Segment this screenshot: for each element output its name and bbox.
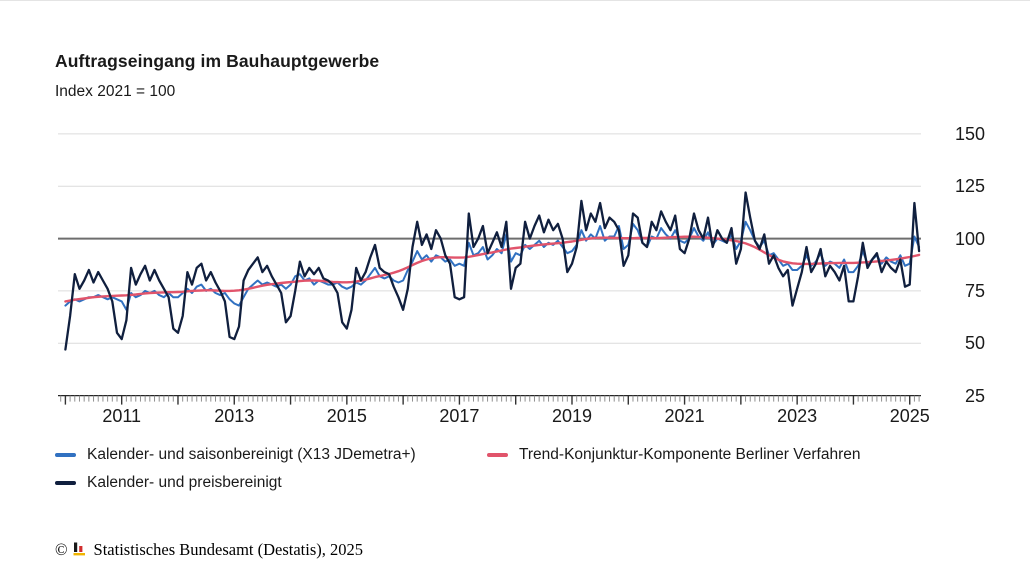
legend-item-saisonbereinigt[interactable]: Kalender- und saisonbereinigt (X13 JDeme…: [55, 446, 416, 464]
y-axis-label: 50: [964, 333, 985, 354]
legend-label: Kalender- und saisonbereinigt (X13 JDeme…: [87, 446, 416, 463]
y-axis-label: 25: [964, 385, 985, 406]
legend-label: Kalender- und preisbereinigt: [87, 474, 282, 491]
y-axis-label: 100: [954, 228, 985, 249]
legend-swatch-navy-icon: [55, 481, 76, 485]
legend-swatch-blue-icon: [55, 453, 76, 457]
x-axis-label: 2025: [889, 406, 930, 426]
y-axis-label: 125: [954, 176, 985, 197]
legend-item-trend[interactable]: Trend-Konjunktur-Komponente Berliner Ver…: [487, 446, 860, 464]
y-axis-label: 150: [954, 123, 985, 144]
legend: Kalender- und saisonbereinigt (X13 JDeme…: [55, 446, 955, 498]
destatis-logo-icon: [73, 541, 88, 561]
legend-item-preisbereinigt[interactable]: Kalender- und preisbereinigt: [55, 474, 282, 492]
y-axis-label: 75: [964, 280, 985, 301]
legend-swatch-red-icon: [487, 453, 508, 457]
series-line-1: [64, 235, 921, 303]
series-line-2: [64, 191, 921, 351]
legend-label: Trend-Konjunktur-Komponente Berliner Ver…: [519, 446, 861, 463]
copyright-symbol: ©: [55, 540, 68, 559]
x-axis-label: 2023: [777, 406, 818, 426]
footer-text: Statistisches Bundesamt (Destatis), 2025: [93, 540, 364, 559]
x-axis-label: 2019: [551, 406, 592, 426]
x-axis-label: 2013: [214, 406, 255, 426]
page-title: Auftragseingang im Bauhauptgewerbe: [55, 51, 380, 71]
page-subtitle: Index 2021 = 100: [55, 83, 176, 100]
x-axis-label: 2015: [326, 406, 367, 426]
x-axis-label: 2021: [664, 406, 705, 426]
footer: © Statistisches Bundesamt (Destatis), 20…: [55, 540, 363, 560]
x-axis-label: 2011: [102, 406, 142, 426]
x-axis-label: 2017: [439, 406, 480, 426]
